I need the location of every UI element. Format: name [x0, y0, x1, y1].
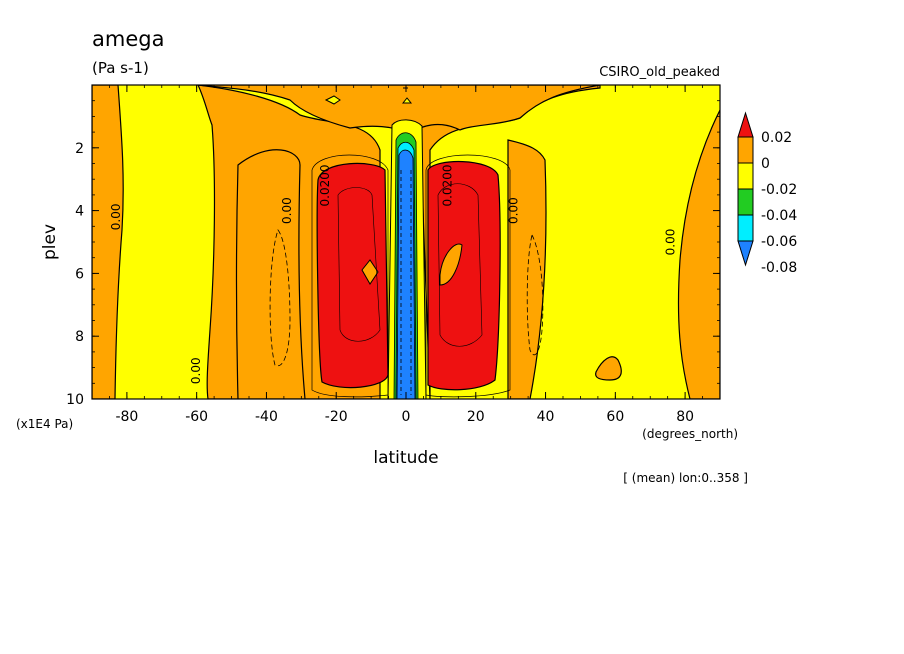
- colorbar-swatch: [737, 214, 754, 242]
- colorbar-label: 0: [761, 156, 770, 172]
- x-tick-label: 60: [606, 409, 624, 425]
- contour-labels: 0.00 0.00 0.00 0.0200 0.0200 0.00 0.00: [109, 164, 678, 384]
- x-tick-label: -80: [115, 409, 138, 425]
- colorbar-label: -0.06: [761, 234, 797, 250]
- field-orange-band-north: [507, 139, 547, 399]
- x-tick-label: -60: [185, 409, 208, 425]
- x-axis-title: latitude: [373, 448, 438, 468]
- x-tick-label: 80: [676, 409, 694, 425]
- contour-dashed-south: [269, 229, 291, 367]
- y-tick-label: 4: [75, 204, 84, 220]
- field-orange-north-pole: [677, 109, 720, 399]
- y-tick-label: 6: [75, 266, 84, 282]
- colorbar-label: -0.08: [761, 260, 797, 276]
- field-orange-blob: [595, 356, 622, 381]
- y-axis-units: (x1E4 Pa): [16, 417, 73, 431]
- colorbar-swatch: [737, 188, 754, 216]
- field-red-core-south: [316, 162, 389, 389]
- field-red-core-north: [427, 161, 501, 391]
- x-tick-label: -40: [255, 409, 278, 425]
- y-tick-label: 2: [75, 141, 84, 157]
- field-orange-hole-south: [361, 259, 379, 285]
- colorbar-swatch: [737, 136, 754, 164]
- chart-title: amega: [92, 27, 164, 51]
- y-axis-title: plev: [40, 224, 60, 260]
- field-orange-south-pole: [92, 85, 124, 399]
- x-axis: -80 -60 -40 -20 0 20 40 60 80: [91, 85, 721, 425]
- contour-dashed-equator: [400, 170, 412, 395]
- contour-value-label: 0.0200: [318, 164, 332, 206]
- chart-units: (Pa s-1): [92, 59, 149, 77]
- colorbar-label: 0.02: [761, 130, 792, 146]
- dataset-label: CSIRO_old_peaked: [599, 65, 720, 80]
- footer-note: [ (mean) lon:0..358 ]: [623, 471, 748, 485]
- x-tick-label: 0: [402, 409, 411, 425]
- plot-area: 0.00 0.00 0.00 0.0200 0.0200 0.00 0.00: [91, 84, 721, 400]
- contour-value-label: 0.00: [109, 204, 123, 231]
- field-blue-core: [396, 149, 416, 399]
- x-tick-label: -20: [325, 409, 348, 425]
- contour-value-label: 0.00: [664, 229, 678, 256]
- colorbar-swatch: [737, 162, 754, 190]
- contour-value-label: 0.00: [507, 197, 521, 224]
- colorbar-bottom-arrow: [737, 240, 754, 267]
- colorbar-top-arrow: [737, 111, 754, 138]
- contour-thin-south: [311, 154, 389, 398]
- x-tick-label: 40: [537, 409, 555, 425]
- contour-value-label: 0.00: [280, 197, 294, 224]
- colorbar-label: -0.04: [761, 208, 797, 224]
- x-axis-units: (degrees_north): [642, 427, 738, 441]
- field-orange-hole-north: [439, 243, 463, 286]
- contour-thin-north: [425, 154, 511, 398]
- y-tick-label: 8: [75, 329, 84, 345]
- contour-value-label: 0.0200: [440, 164, 454, 206]
- contour-red-inner-south: [337, 187, 381, 342]
- y-axis: 2 4 6 8 10: [66, 84, 720, 408]
- y-tick-label: 10: [66, 392, 84, 408]
- contour-dashed-north: [526, 233, 544, 356]
- x-tick-label: 20: [467, 409, 485, 425]
- colorbar-label: -0.02: [761, 182, 797, 198]
- colorbar: 0.02 0 -0.02 -0.04 -0.06 -0.08: [737, 111, 797, 276]
- contour-value-label: 0.00: [189, 357, 203, 384]
